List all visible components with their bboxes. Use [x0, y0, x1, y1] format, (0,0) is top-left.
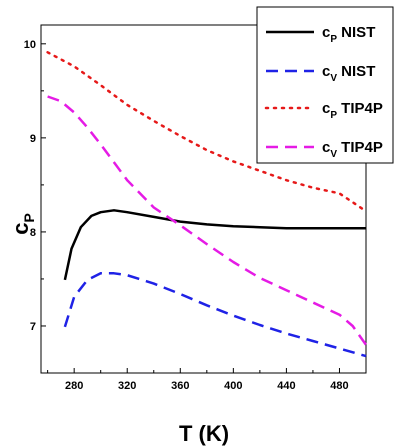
- legend-label-rest: TIP4P: [337, 139, 383, 156]
- legend-label-sub: V: [330, 149, 337, 160]
- legend-label-sub: V: [330, 73, 337, 84]
- x-axis-title: T (K): [179, 421, 229, 446]
- series-line-cp_tip4p: [46, 51, 368, 213]
- x-tick-label: 320: [118, 380, 136, 392]
- legend-label-cv_tip4p: cV TIP4P: [322, 139, 383, 160]
- series-line-cv_tip4p: [47, 95, 368, 346]
- legend-label-sub: P: [330, 110, 337, 121]
- x-tick-label: 280: [65, 380, 83, 392]
- y-tick-label: 10: [24, 39, 36, 51]
- x-tick-label: 400: [224, 380, 242, 392]
- legend-label-cp_nist: cP NIST: [322, 24, 375, 45]
- series-line-cp_nist: [63, 209, 366, 281]
- legend-label-sub: P: [330, 34, 337, 45]
- x-axis-ticks: 280 320 360 400 440 480: [47, 368, 367, 392]
- series-line-cv_nist: [63, 272, 367, 358]
- legend-label-main: c: [322, 24, 330, 41]
- plot-frame: [40, 24, 367, 374]
- legend-label-rest: TIP4P: [337, 100, 383, 117]
- y-axis-ticks: 7 8 9 10: [24, 39, 46, 374]
- y-axis-title: cP: [8, 213, 37, 235]
- legend-label-rest: NIST: [337, 63, 375, 80]
- y-tick-label: 7: [30, 321, 36, 333]
- legend-label-cv_nist: cV NIST: [322, 63, 375, 84]
- series-lines: [46, 51, 368, 358]
- legend-label-main: c: [322, 139, 330, 156]
- legend-label-rest: NIST: [337, 24, 375, 41]
- x-tick-label: 360: [171, 380, 189, 392]
- y-axis-title-main: c: [8, 223, 33, 235]
- plot-area: [40, 24, 367, 374]
- y-tick-label: 9: [30, 133, 36, 145]
- y-tick-label: 8: [30, 227, 36, 239]
- legend-label-main: c: [322, 63, 330, 80]
- legend-label-cp_tip4p: cP TIP4P: [322, 100, 383, 121]
- x-tick-label: 480: [330, 380, 348, 392]
- x-tick-label: 440: [277, 380, 295, 392]
- y-axis-title-sub: P: [21, 213, 37, 222]
- legend-label-main: c: [322, 100, 330, 117]
